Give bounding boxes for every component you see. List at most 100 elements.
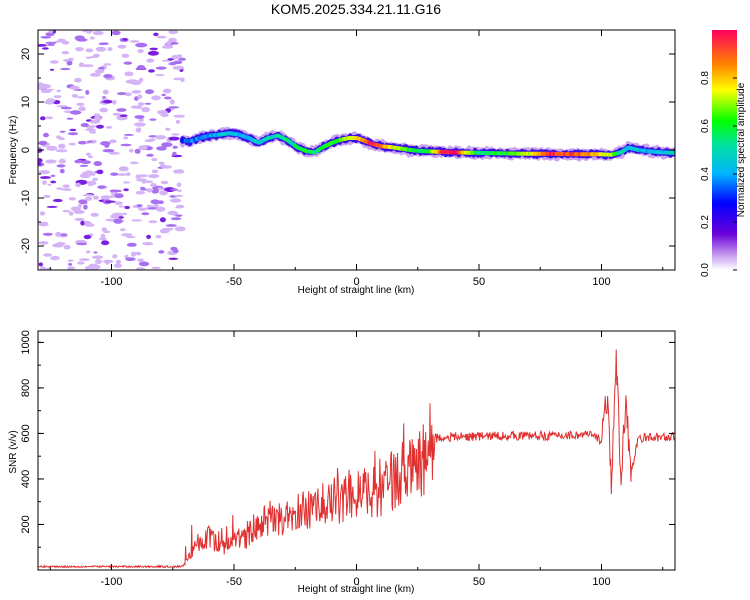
noise-blob <box>77 261 85 265</box>
noise-blob <box>151 169 159 174</box>
noise-blob <box>105 259 110 265</box>
noise-blob <box>92 177 99 181</box>
noise-blob <box>157 110 168 115</box>
noise-blob <box>39 176 52 179</box>
y-tick-label: -20 <box>20 238 32 254</box>
noise-blob <box>170 246 178 251</box>
noise-blob <box>102 99 113 104</box>
noise-blob <box>100 195 112 200</box>
noise-blob <box>119 228 126 232</box>
noise-blob <box>46 205 58 208</box>
noise-blob <box>165 127 171 131</box>
noise-blob <box>54 40 66 43</box>
noise-blob <box>135 105 143 109</box>
noise-blob <box>120 143 132 147</box>
colorbar-tick-label: 0.0 <box>700 263 711 277</box>
noise-blob <box>137 94 143 99</box>
noise-blob <box>48 30 54 34</box>
noise-blob <box>137 65 146 70</box>
noise-blob <box>153 202 159 208</box>
spectrogram-noise <box>38 30 187 270</box>
noise-blob <box>93 116 102 121</box>
noise-blob <box>85 90 90 95</box>
noise-blob <box>95 46 107 52</box>
noise-blob <box>62 209 71 213</box>
noise-blob <box>100 141 111 146</box>
noise-blob <box>61 188 72 191</box>
noise-blob <box>56 105 68 108</box>
noise-blob <box>99 107 108 113</box>
noise-blob <box>175 119 181 124</box>
y-tick-label: 400 <box>20 470 32 488</box>
noise-blob <box>89 56 99 58</box>
noise-blob <box>124 92 132 97</box>
x-tick-label: 100 <box>592 576 610 588</box>
noise-blob <box>111 30 121 36</box>
noise-blob <box>116 108 127 112</box>
noise-blob <box>155 135 167 140</box>
noise-blob <box>38 44 48 47</box>
noise-blob <box>55 149 68 153</box>
x-tick-label: 0 <box>353 576 359 588</box>
noise-blob <box>61 51 70 55</box>
noise-blob <box>150 183 157 187</box>
colorbar-tick-label: 0.6 <box>700 119 711 133</box>
noise-blob <box>91 267 99 270</box>
noise-blob <box>46 145 58 151</box>
noise-blob <box>141 212 150 216</box>
noise-blob <box>50 255 60 261</box>
noise-blob <box>82 30 94 33</box>
noise-blob <box>117 44 127 49</box>
noise-blob <box>122 38 128 41</box>
noise-blob <box>155 66 167 70</box>
noise-blob <box>38 241 49 245</box>
noise-blob <box>46 43 56 46</box>
noise-blob <box>94 69 105 74</box>
noise-blob <box>126 242 137 247</box>
noise-blob <box>124 71 134 77</box>
noise-blob <box>38 147 42 150</box>
noise-blob <box>176 182 182 188</box>
noise-blob <box>87 181 94 187</box>
noise-blob <box>168 37 177 43</box>
noise-blob <box>78 140 87 145</box>
noise-blob <box>118 166 129 172</box>
noise-blob <box>85 196 93 201</box>
noise-blob <box>138 118 144 122</box>
noise-blob <box>171 133 180 136</box>
noise-blob <box>103 74 113 79</box>
noise-blob <box>59 130 66 133</box>
spectrogram-ridge <box>179 126 675 162</box>
noise-blob <box>146 204 154 208</box>
noise-blob <box>66 117 74 120</box>
noise-blob <box>151 189 159 194</box>
noise-blob <box>138 261 150 267</box>
noise-blob <box>74 77 82 83</box>
noise-blob <box>161 93 166 97</box>
y-tick-label: -10 <box>20 190 32 206</box>
snr-panel: -100 -50 0 50 100 200 400 600 800 1000 Height of … <box>8 330 676 595</box>
noise-blob <box>89 36 95 40</box>
noise-blob <box>134 96 139 101</box>
noise-blob <box>170 188 178 191</box>
noise-blob <box>99 237 107 241</box>
noise-blob <box>52 243 64 248</box>
noise-blob <box>121 53 130 58</box>
noise-blob <box>112 112 122 116</box>
snr-ticks: -100 -50 0 50 100 200 400 600 800 1000 <box>20 330 675 588</box>
noise-blob <box>114 201 123 205</box>
noise-blob <box>114 193 124 199</box>
snr-plot-area <box>38 349 675 570</box>
noise-blob <box>59 168 65 174</box>
noise-blob <box>116 173 128 176</box>
noise-blob <box>141 179 147 184</box>
noise-blob <box>75 47 84 52</box>
noise-blob <box>150 199 160 204</box>
noise-blob <box>145 89 154 95</box>
noise-blob <box>68 142 76 146</box>
colorbar-label: Normalized spectral amplitude <box>736 82 747 217</box>
noise-blob <box>101 227 107 233</box>
noise-blob <box>135 127 142 133</box>
noise-blob <box>79 258 90 261</box>
